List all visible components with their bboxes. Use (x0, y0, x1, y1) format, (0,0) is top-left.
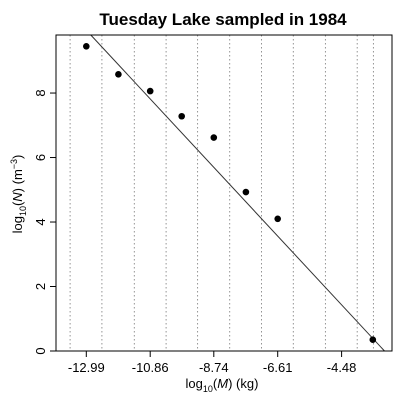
x-tick-label: -10.86 (132, 360, 169, 375)
y-tick-label: 0 (33, 347, 48, 354)
data-point (83, 42, 90, 50)
x-axis-label: log10(M) (kg) (186, 376, 259, 394)
data-point (115, 71, 122, 78)
y-axis-label: log10(N) (m−3) (9, 155, 28, 234)
data-point (146, 87, 154, 95)
x-axis: -12.99 -10.86 -8.74 -6.61 -4.48 (68, 351, 357, 375)
fit-line (90, 34, 385, 352)
data-point (274, 215, 282, 223)
chart-title: Tuesday Lake sampled in 1984 (99, 10, 347, 29)
data-point (178, 112, 185, 120)
y-axis: 0 2 4 6 8 (33, 89, 56, 355)
gridlines (69, 35, 374, 351)
x-tick-label: -8.74 (199, 360, 229, 375)
y-tick-label: 6 (33, 154, 48, 161)
data-point (210, 134, 218, 141)
y-tick-label: 4 (33, 218, 48, 225)
plot-frame (55, 34, 393, 352)
data-point (242, 188, 250, 196)
y-tick-label: 2 (33, 283, 48, 290)
x-tick-label: -12.99 (68, 360, 105, 375)
x-tick-label: -6.61 (263, 360, 293, 375)
x-tick-label: -4.48 (327, 360, 357, 375)
data-points (83, 42, 377, 344)
y-tick-label: 8 (33, 89, 48, 96)
data-point (369, 336, 377, 344)
